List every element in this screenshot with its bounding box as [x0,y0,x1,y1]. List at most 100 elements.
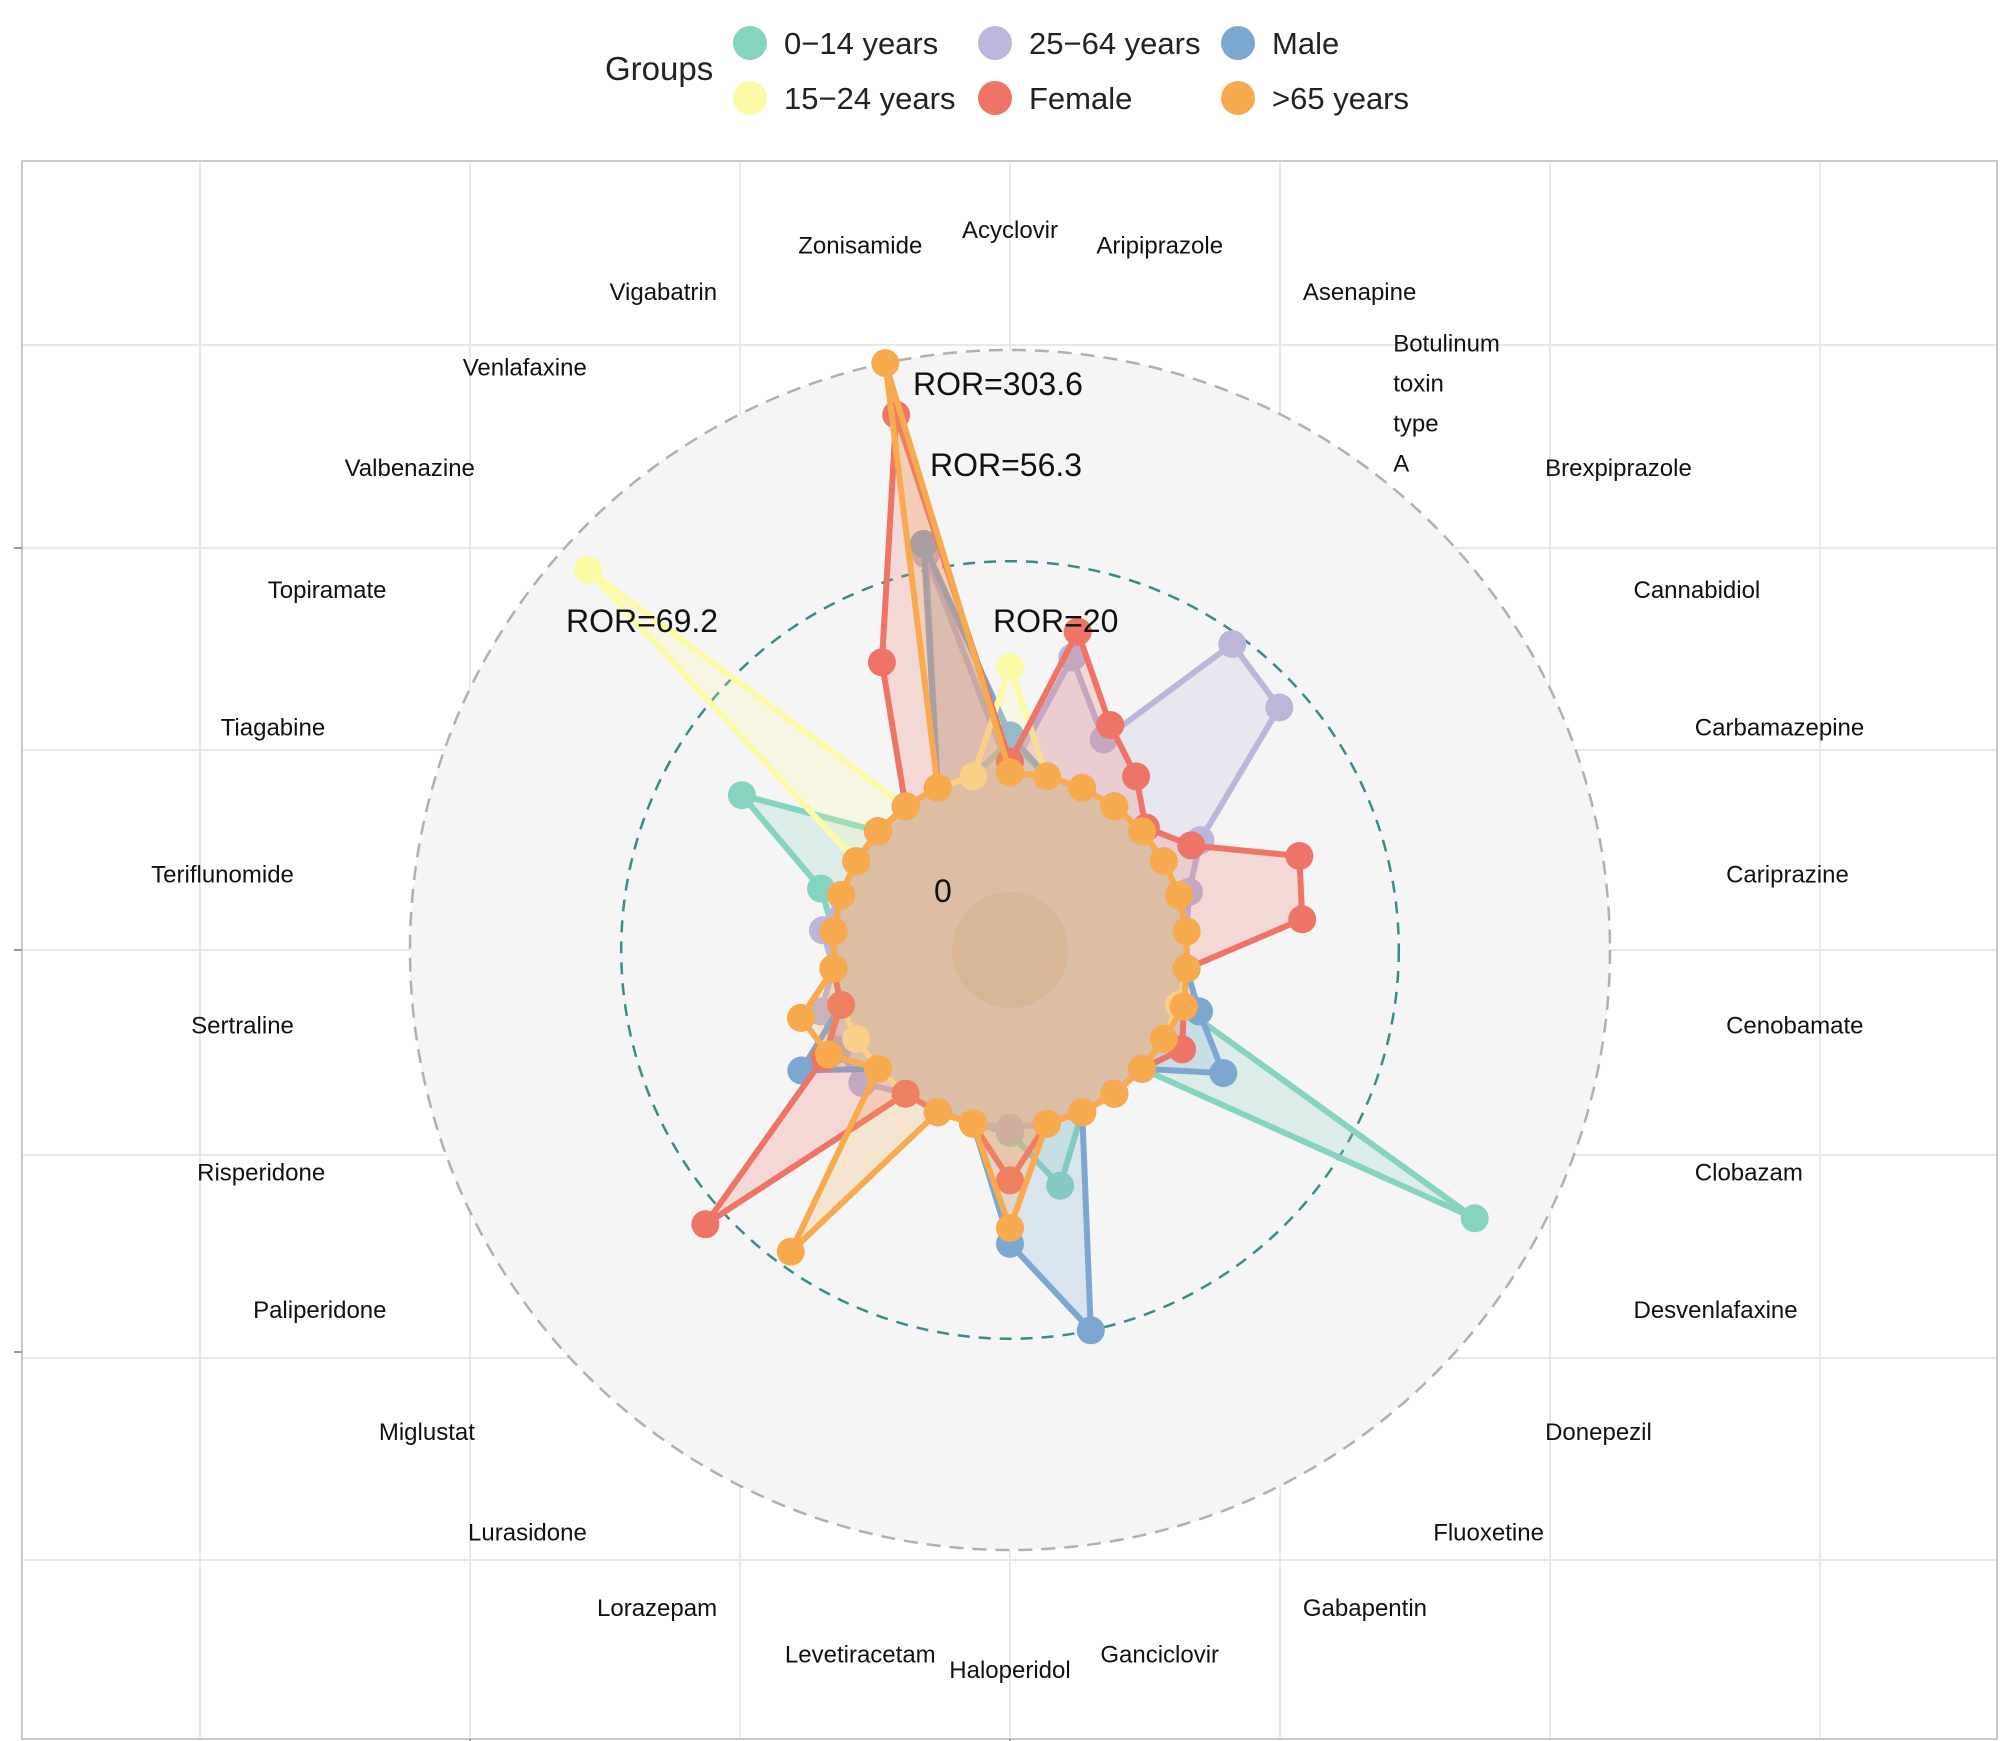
point-desvenlafaxine[interactable] [1149,1024,1178,1053]
series-area [587,569,1187,1181]
point-risperidone[interactable] [786,1003,815,1032]
label-topiramate: Topiramate [268,577,387,604]
point-zonisamide[interactable] [871,349,900,378]
point-haloperidol[interactable] [996,1113,1024,1142]
label-brexpiprazole: Brexpiprazole [1545,455,1692,482]
label-paliperidone: Paliperidone [253,1297,386,1324]
point-paliperidone[interactable] [814,1040,843,1069]
legend-label: 15−24 years [784,81,955,116]
point-brexpiprazole[interactable] [1265,693,1294,722]
legend-swatch [1221,26,1255,60]
legend: Groups 0−14 years 25−64 years Male 15−24 ye… [605,26,1409,116]
ror20-ring [619,559,1401,1341]
point-aripiprazole[interactable] [1063,617,1092,646]
point-miglustat[interactable] [691,1210,720,1239]
annotations: ROR=303.6 ROR=56.3 ROR=69.2 ROR=20 0 [566,366,1118,909]
point-clobazam[interactable] [1169,992,1198,1021]
point-botulinum-toxin-type-a[interactable] [1122,762,1151,791]
label-miglustat: Miglustat [379,1419,475,1446]
point-venlafaxine[interactable] [891,792,920,821]
legend-label: Male [1272,26,1339,61]
point-fluoxetine[interactable] [1100,1079,1129,1108]
label-cariprazine: Cariprazine [1726,862,1849,889]
legend-item-female[interactable]: Female [978,81,1132,116]
point-ganciclovir[interactable] [1046,1171,1075,1200]
series-65-years [776,349,1201,1266]
label-carbamazepine: Carbamazepine [1695,715,1864,742]
point-cannabidiol[interactable] [1177,831,1206,860]
spoke-labels: Acyclovir Aripiprazole Asenapine Botulinum t… [151,217,1864,1684]
label-vigabatrin: Vigabatrin [609,279,717,306]
point-asenapine[interactable] [1068,773,1097,802]
point-cannabidiol[interactable] [1149,847,1178,876]
point-botulinum-toxin-type-a[interactable] [1218,630,1247,658]
point-zonisamide[interactable] [959,762,988,791]
annotation-ror-56-3: ROR=56.3 [930,447,1082,483]
point-paliperidone[interactable] [842,1024,871,1053]
point-ganciclovir[interactable] [1032,1109,1061,1138]
label-acyclovir: Acyclovir [962,217,1058,244]
label-cannabidiol: Cannabidiol [1634,577,1761,604]
point-miglustat[interactable] [864,1054,892,1083]
label-zonisamide: Zonisamide [798,233,922,260]
series-area [705,414,1303,1225]
label-lurasidone: Lurasidone [468,1520,587,1547]
point-vigabatrin[interactable] [867,648,896,677]
label-clobazam: Clobazam [1695,1160,1803,1187]
point-levetiracetam[interactable] [959,1109,988,1138]
point-desvenlafaxine[interactable] [1460,1204,1489,1233]
point-tiagabine[interactable] [827,881,856,910]
legend-label: 25−64 years [1029,26,1200,61]
label-donepezil: Donepezil [1545,1419,1652,1446]
point-lorazepam[interactable] [923,1098,952,1127]
label-cenobamate: Cenobamate [1726,1012,1863,1039]
point-lurasidone[interactable] [776,1237,805,1266]
point-zonisamide[interactable] [909,529,938,558]
point-asenapine[interactable] [1096,711,1125,739]
point-aripiprazole[interactable] [1032,762,1061,791]
label-asenapine: Asenapine [1303,279,1416,306]
legend-item-65-years[interactable]: >65 years [1221,81,1409,116]
point-carbamazepine[interactable] [1285,842,1314,870]
point-topiramate[interactable] [842,847,871,876]
legend-item-15-24-years[interactable]: 15−24 years [733,81,955,116]
point-teriflunomide[interactable] [819,917,848,946]
point-valbenazine[interactable] [864,817,892,846]
point-carbamazepine[interactable] [1164,881,1193,910]
annotation-ror-20: ROR=20 [993,603,1118,639]
point-vigabatrin[interactable] [923,773,952,802]
label-tiagabine: Tiagabine [221,715,326,742]
point-acyclovir[interactable] [996,758,1024,787]
point-botulinum-toxin-type-a[interactable] [1100,792,1129,821]
annotation-ror-69-2: ROR=69.2 [566,603,718,639]
label-aripiprazole: Aripiprazole [1096,233,1223,260]
label-venlafaxine: Venlafaxine [463,355,587,382]
label-lorazepam: Lorazepam [597,1595,717,1622]
point-cariprazine[interactable] [1172,917,1201,946]
point-haloperidol[interactable] [996,1166,1024,1195]
point-valbenazine[interactable] [573,555,602,584]
legend-item-0-14-years[interactable]: 0−14 years [733,26,938,61]
label-valbenazine: Valbenazine [345,455,475,482]
label-levetiracetam: Levetiracetam [785,1641,936,1668]
legend-item-25-64-years[interactable]: 25−64 years [978,26,1200,61]
point-donepezil[interactable] [1128,1054,1156,1083]
point-topiramate[interactable] [727,781,756,810]
point-risperidone[interactable] [827,990,856,1019]
legend-swatch [978,81,1012,115]
legend-label: 0−14 years [784,26,938,61]
point-ganciclovir[interactable] [1076,1316,1105,1345]
point-haloperidol[interactable] [996,1213,1024,1242]
label-risperidone: Risperidone [197,1160,325,1187]
point-sertraline[interactable] [819,954,848,983]
point-desvenlafaxine[interactable] [1209,1059,1238,1088]
point-brexpiprazole[interactable] [1128,817,1156,846]
point-gabapentin[interactable] [1068,1098,1097,1127]
point-lurasidone[interactable] [891,1079,920,1108]
legend-item-male[interactable]: Male [1221,26,1339,61]
point-acyclovir[interactable] [996,652,1024,681]
point-cariprazine[interactable] [1288,905,1317,934]
label-sertraline: Sertraline [191,1012,294,1039]
point-cenobamate[interactable] [1172,954,1201,983]
